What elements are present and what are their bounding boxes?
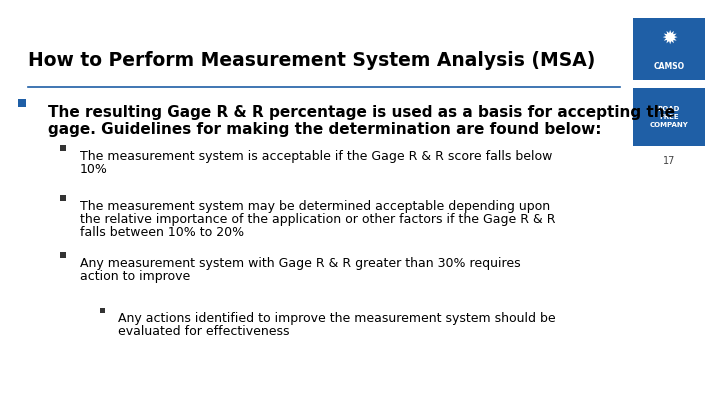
Text: The measurement system is acceptable if the Gage R & R score falls below: The measurement system is acceptable if …	[80, 150, 552, 163]
Text: 10%: 10%	[80, 163, 108, 176]
Text: The measurement system may be determined acceptable depending upon: The measurement system may be determined…	[80, 200, 550, 213]
Text: 17: 17	[663, 156, 675, 166]
Text: The resulting Gage R & R percentage is used as a basis for accepting the: The resulting Gage R & R percentage is u…	[48, 105, 675, 120]
FancyBboxPatch shape	[633, 88, 705, 146]
FancyBboxPatch shape	[60, 195, 66, 201]
Text: Any measurement system with Gage R & R greater than 30% requires: Any measurement system with Gage R & R g…	[80, 257, 521, 270]
Text: falls between 10% to 20%: falls between 10% to 20%	[80, 226, 244, 239]
Text: CAMSO: CAMSO	[654, 62, 685, 71]
Text: the relative importance of the application or other factors if the Gage R & R: the relative importance of the applicati…	[80, 213, 556, 226]
Text: How to Perform Measurement System Analysis (MSA): How to Perform Measurement System Analys…	[28, 51, 595, 70]
Text: gage. Guidelines for making the determination are found below:: gage. Guidelines for making the determin…	[48, 122, 601, 137]
Text: action to improve: action to improve	[80, 270, 190, 283]
Text: evaluated for effectiveness: evaluated for effectiveness	[118, 325, 289, 338]
FancyBboxPatch shape	[60, 145, 66, 151]
Text: ROAD
FREE
COMPANY: ROAD FREE COMPANY	[649, 106, 688, 128]
Text: ✹: ✹	[661, 28, 678, 47]
FancyBboxPatch shape	[18, 99, 26, 107]
FancyBboxPatch shape	[60, 252, 66, 258]
FancyBboxPatch shape	[633, 18, 705, 80]
FancyBboxPatch shape	[100, 307, 105, 313]
Text: Any actions identified to improve the measurement system should be: Any actions identified to improve the me…	[118, 312, 556, 325]
